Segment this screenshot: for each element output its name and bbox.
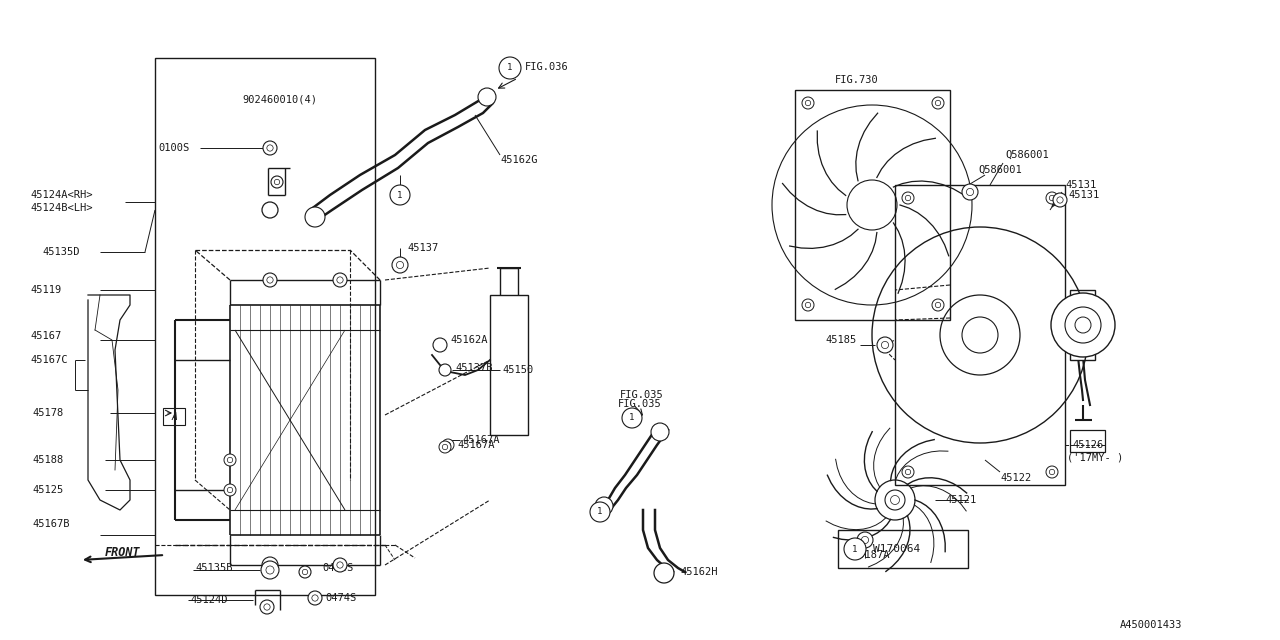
Circle shape — [224, 454, 236, 466]
Circle shape — [224, 484, 236, 496]
Text: 45162A: 45162A — [451, 335, 488, 345]
Bar — [1070, 290, 1094, 360]
Text: FIG.730: FIG.730 — [835, 75, 879, 85]
Text: 0100S: 0100S — [157, 143, 189, 153]
Circle shape — [392, 257, 408, 273]
Text: FIG.035: FIG.035 — [618, 399, 662, 409]
Text: 45131: 45131 — [1065, 180, 1096, 190]
Circle shape — [1046, 192, 1059, 204]
Circle shape — [590, 502, 611, 522]
Circle shape — [1053, 193, 1068, 207]
Circle shape — [262, 202, 278, 218]
Text: 45162G: 45162G — [500, 155, 538, 165]
Circle shape — [877, 337, 893, 353]
Text: 45135B: 45135B — [195, 563, 233, 573]
Circle shape — [260, 600, 274, 614]
Text: 45124B<LH>: 45124B<LH> — [29, 203, 92, 213]
Text: Q586001: Q586001 — [978, 165, 1021, 175]
Text: 45162H: 45162H — [680, 567, 718, 577]
Text: 45131: 45131 — [1068, 190, 1100, 200]
Circle shape — [261, 561, 279, 579]
Text: 902460010(4): 902460010(4) — [242, 95, 317, 105]
Bar — [490, 295, 529, 435]
Text: FIG.035: FIG.035 — [620, 390, 664, 400]
Bar — [1070, 430, 1105, 452]
Text: 1: 1 — [630, 413, 635, 422]
Text: 45122: 45122 — [1000, 473, 1032, 483]
Circle shape — [499, 57, 521, 79]
Circle shape — [333, 273, 347, 287]
Text: 45125: 45125 — [32, 485, 63, 495]
Circle shape — [884, 490, 905, 510]
Text: ('17MY- ): ('17MY- ) — [1068, 453, 1124, 463]
Text: W170064: W170064 — [873, 544, 920, 554]
Circle shape — [477, 88, 497, 106]
Text: 1: 1 — [852, 545, 858, 554]
Circle shape — [262, 141, 276, 155]
Text: 45167: 45167 — [29, 331, 61, 341]
Circle shape — [654, 563, 675, 583]
Text: 45135D: 45135D — [42, 247, 79, 257]
Circle shape — [803, 299, 814, 311]
Text: 0474S: 0474S — [325, 593, 356, 603]
Text: A: A — [172, 412, 177, 422]
Circle shape — [308, 591, 323, 605]
Text: 45167A: 45167A — [462, 435, 499, 445]
Bar — [895, 185, 1065, 485]
Text: 45167C: 45167C — [29, 355, 68, 365]
Text: 45167B: 45167B — [32, 519, 69, 529]
Text: 45124D: 45124D — [189, 595, 228, 605]
Text: 45150: 45150 — [502, 365, 534, 375]
Circle shape — [902, 466, 914, 478]
Text: FIG.036: FIG.036 — [525, 62, 568, 72]
Circle shape — [439, 364, 451, 376]
Circle shape — [902, 192, 914, 204]
Circle shape — [844, 538, 867, 560]
Text: 45119: 45119 — [29, 285, 61, 295]
Text: 45178: 45178 — [32, 408, 63, 418]
Bar — [838, 530, 968, 568]
Circle shape — [262, 273, 276, 287]
Text: 1: 1 — [598, 508, 603, 516]
Bar — [155, 58, 375, 595]
Circle shape — [439, 441, 451, 453]
Circle shape — [333, 558, 347, 572]
Bar — [163, 408, 186, 425]
Text: FRONT: FRONT — [105, 545, 141, 559]
Circle shape — [963, 184, 978, 200]
Text: 45121: 45121 — [945, 495, 977, 505]
Text: 45124A<RH>: 45124A<RH> — [29, 190, 92, 200]
Text: A450001433: A450001433 — [1120, 620, 1183, 630]
Circle shape — [858, 532, 873, 548]
Text: 1: 1 — [507, 63, 513, 72]
Text: 45126: 45126 — [1073, 440, 1103, 450]
Circle shape — [305, 207, 325, 227]
Text: 45137B: 45137B — [454, 363, 493, 373]
Circle shape — [1046, 466, 1059, 478]
Circle shape — [932, 299, 945, 311]
Circle shape — [803, 97, 814, 109]
Circle shape — [271, 176, 283, 188]
Text: 45167A: 45167A — [457, 440, 494, 450]
Circle shape — [1051, 293, 1115, 357]
Text: 0474S: 0474S — [323, 563, 353, 573]
Circle shape — [262, 557, 278, 573]
Text: 45188: 45188 — [32, 455, 63, 465]
Text: 45137: 45137 — [407, 243, 438, 253]
Text: 45185: 45185 — [826, 335, 856, 345]
Bar — [795, 90, 950, 320]
Circle shape — [442, 439, 454, 451]
Circle shape — [390, 185, 410, 205]
Circle shape — [622, 408, 643, 428]
Circle shape — [652, 423, 669, 441]
Circle shape — [595, 497, 613, 515]
Circle shape — [300, 566, 311, 578]
Text: 1: 1 — [397, 191, 403, 200]
Circle shape — [932, 97, 945, 109]
Text: Q586001: Q586001 — [1005, 150, 1048, 160]
Text: 45187A: 45187A — [852, 550, 890, 560]
Circle shape — [433, 338, 447, 352]
